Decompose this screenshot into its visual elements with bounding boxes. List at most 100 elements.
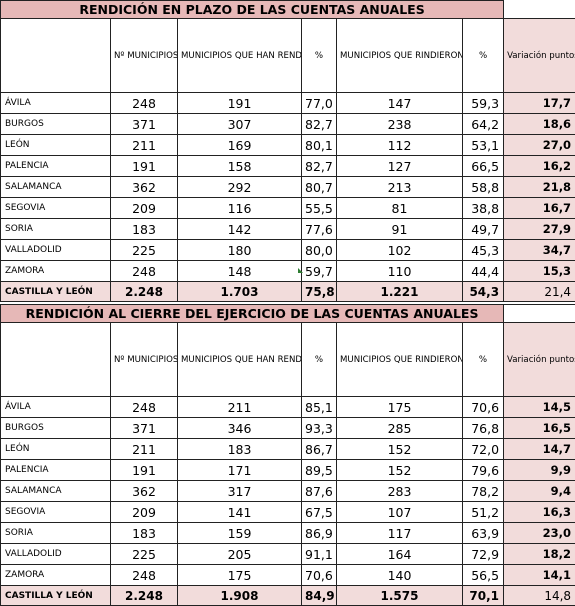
province-cell: ÁVILA	[1, 397, 111, 418]
value-cell: 169	[178, 135, 302, 156]
value-cell: 70,6	[463, 397, 504, 418]
province-cell: PALENCIA	[1, 156, 111, 177]
value-cell: 59,3	[463, 93, 504, 114]
value-cell: 183	[178, 439, 302, 460]
province-cell: VALLADOLID	[1, 544, 111, 565]
header-variacion: Variación puntos porcentuales 2013/2012	[504, 323, 575, 397]
province-cell: ZAMORA	[1, 565, 111, 586]
total-value-cell: 14,8	[504, 586, 575, 606]
value-cell: 317	[178, 481, 302, 502]
table-title: RENDICIÓN AL CIERRE DEL EJERCICIO DE LAS…	[1, 305, 504, 323]
table-cierre: RENDICIÓN AL CIERRE DEL EJERCICIO DE LAS…	[0, 304, 575, 606]
value-cell: 80,1	[302, 135, 337, 156]
province-cell: ÁVILA	[1, 93, 111, 114]
value-cell: 79,6	[463, 460, 504, 481]
total-value-cell: 1.575	[337, 586, 463, 606]
value-cell: 16,2	[504, 156, 575, 177]
value-cell: 283	[337, 481, 463, 502]
value-cell: 285	[337, 418, 463, 439]
value-cell: 16,3	[504, 502, 575, 523]
value-cell: 70,6	[302, 565, 337, 586]
total-label-cell: CASTILLA Y LEÓN	[1, 282, 111, 302]
value-cell: 77,6	[302, 219, 337, 240]
value-cell: 23,0	[504, 523, 575, 544]
value-cell: 18,6	[504, 114, 575, 135]
value-cell: 58,8	[463, 177, 504, 198]
province-cell: LEÓN	[1, 135, 111, 156]
header-blank	[1, 19, 111, 93]
total-value-cell: 1.908	[178, 586, 302, 606]
value-cell: 15,3	[504, 261, 575, 282]
header-row: Nº MUNICIPIOS MUNICIPIOS QUE HAN RENDIDO…	[1, 323, 575, 397]
value-cell: 82,7	[302, 114, 337, 135]
value-cell: 91	[337, 219, 463, 240]
cell-comment-marker-icon	[298, 268, 303, 273]
total-value-cell: 2.248	[111, 282, 178, 302]
value-cell: 82,7	[302, 156, 337, 177]
total-value-cell: 84,9	[302, 586, 337, 606]
value-cell: 248	[111, 93, 178, 114]
value-cell: 175	[178, 565, 302, 586]
value-cell: 38,8	[463, 198, 504, 219]
value-cell: 56,5	[463, 565, 504, 586]
value-cell: 141	[178, 502, 302, 523]
header-municipios: Nº MUNICIPIOS	[111, 19, 178, 93]
value-cell: 102	[337, 240, 463, 261]
province-cell: VALLADOLID	[1, 240, 111, 261]
value-cell: 21,8	[504, 177, 575, 198]
value-cell: 183	[111, 523, 178, 544]
value-cell: 346	[178, 418, 302, 439]
value-cell: 116	[178, 198, 302, 219]
province-cell: ZAMORA	[1, 261, 111, 282]
value-cell: 59,7	[302, 261, 337, 282]
value-cell: 53,1	[463, 135, 504, 156]
value-cell: 110	[337, 261, 463, 282]
value-cell: 78,2	[463, 481, 504, 502]
value-cell: 148	[178, 261, 302, 282]
value-cell: 16,5	[504, 418, 575, 439]
value-cell: 307	[178, 114, 302, 135]
value-cell: 9,4	[504, 481, 575, 502]
province-cell: SORIA	[1, 523, 111, 544]
province-cell: SEGOVIA	[1, 502, 111, 523]
value-cell: 76,8	[463, 418, 504, 439]
value-cell: 86,7	[302, 439, 337, 460]
total-value-cell: 70,1	[463, 586, 504, 606]
province-cell: SALAMANCA	[1, 481, 111, 502]
value-cell: 14,5	[504, 397, 575, 418]
value-cell: 91,1	[302, 544, 337, 565]
province-cell: BURGOS	[1, 114, 111, 135]
value-cell: 80,0	[302, 240, 337, 261]
value-cell: 27,0	[504, 135, 575, 156]
value-cell: 147	[337, 93, 463, 114]
province-cell: PALENCIA	[1, 460, 111, 481]
total-value-cell: 1.703	[178, 282, 302, 302]
value-cell: 211	[178, 397, 302, 418]
value-cell: 191	[111, 156, 178, 177]
table-plazo: RENDICIÓN EN PLAZO DE LAS CUENTAS ANUALE…	[0, 0, 575, 302]
value-cell: 171	[178, 460, 302, 481]
header-rindieron: MUNICIPIOS QUE RINDIERON CUENTAS 2011 a …	[337, 19, 463, 93]
value-cell: 248	[111, 261, 178, 282]
total-value-cell: 21,4	[504, 282, 575, 302]
value-cell: 205	[178, 544, 302, 565]
header-row: Nº MUNICIPIOS MUNICIPIOS QUE HAN RENDIDO…	[1, 19, 575, 93]
value-cell: 89,5	[302, 460, 337, 481]
value-cell: 127	[337, 156, 463, 177]
province-cell: SEGOVIA	[1, 198, 111, 219]
province-cell: LEÓN	[1, 439, 111, 460]
value-cell: 64,2	[463, 114, 504, 135]
value-cell: 213	[337, 177, 463, 198]
header-pct-2: %	[463, 19, 504, 93]
total-value-cell: 2.248	[111, 586, 178, 606]
